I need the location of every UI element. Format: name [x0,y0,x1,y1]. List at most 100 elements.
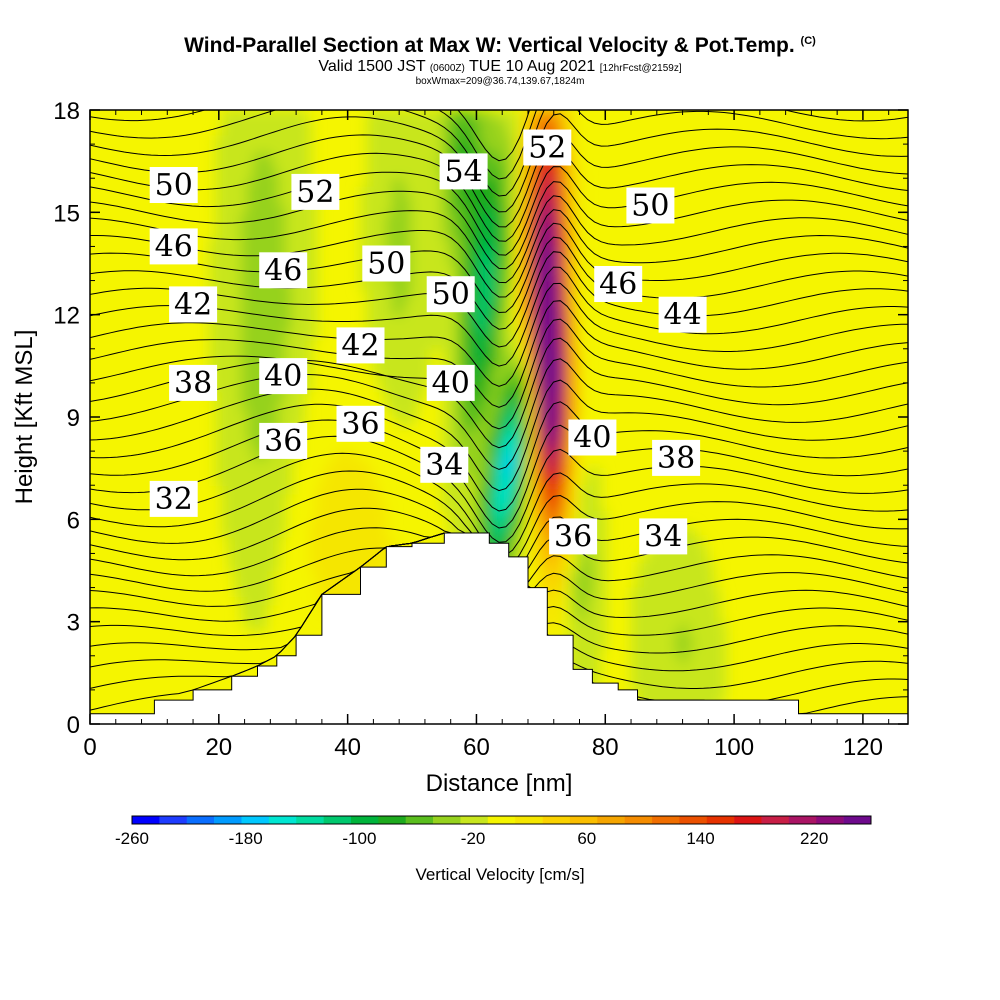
colorbar-swatch [323,816,352,824]
colorbar-frame [131,815,872,825]
contour-label: 50 [149,167,198,203]
colorbar-swatch [679,816,708,824]
colorbar-title: Vertical Velocity [cm/s] [415,865,584,884]
x-axis-label: Distance [nm] [426,770,573,797]
colorbar-tick-label: -180 [229,829,263,848]
colorbar-swatch [350,816,379,824]
colorbar-swatch [624,816,653,824]
x-tick-label: 60 [463,734,490,761]
colorbar-swatch [268,816,297,824]
contour-label: 54 [439,153,488,190]
contour-label: 50 [626,187,675,224]
x-tick-label: 80 [592,734,619,761]
contour-label-text: 40 [573,421,611,456]
theta-contour [90,337,908,449]
box-info: boxWmax=209@36.74,139.67,1824m [415,76,585,87]
contour-label: 40 [259,358,308,395]
colorbar-swatch [159,816,188,824]
colorbar-swatch [843,816,872,824]
theta-contour [90,266,908,367]
x-tick-label: 100 [714,734,754,761]
contour-label-text: 42 [341,328,379,363]
contour-label: 32 [149,480,198,517]
contour-label-text: 54 [445,154,483,189]
theta-contour [90,358,908,470]
colorbar-tick-label: -260 [115,829,149,848]
y-tick-label: 9 [67,405,80,432]
colorbar-swatch [132,816,160,824]
theta-contour [90,222,908,314]
colorbar-swatch [734,816,762,824]
theta-contour [90,300,908,408]
contour-label: 34 [420,446,469,483]
contour-label-text: 36 [264,424,302,459]
colorbar-swatch [214,816,242,824]
y-tick-label: 18 [53,98,80,125]
theta-contour [90,318,908,430]
contour-label: 36 [336,405,385,442]
chart-title: Wind-Parallel Section at Max W: Vertical… [0,34,1000,58]
contour-label-text: 42 [174,287,212,322]
colorbar-swatch [542,816,571,824]
contour-label: 46 [594,266,643,302]
colorbar-swatch [788,816,817,824]
chart-subtitle: Valid 1500 JST (0600Z) TUE 10 Aug 2021 [… [0,58,1000,76]
contour-label-text: 36 [341,407,379,442]
theta-contour [90,195,908,284]
x-tick-label: 40 [334,734,361,761]
colorbar-tick-label: -100 [342,829,376,848]
valid-time: Valid 1500 JST [318,58,426,75]
contour-label: 38 [169,364,218,401]
copyright-mark: (C) [800,35,816,47]
colorbar-swatch [460,816,489,824]
theta-contour [90,110,908,180]
valid-date: TUE 10 Aug 2021 [469,58,596,75]
colorbar-swatch [296,816,324,824]
y-tick-label: 12 [53,303,80,330]
y-axis-label: Height [Kft MSL] [11,330,38,505]
contour-labels: 50 46 42 38 32 52 46 50 42 40 36 36 54 50 40 34 52 50 46 44… [149,129,707,555]
theta-contour [90,132,908,228]
contour-label-text: 44 [664,298,702,333]
terrain [90,532,908,724]
colorbar-swatch [378,816,406,824]
theta-contour [90,379,908,492]
contour-label: 50 [362,245,411,282]
contour-label-text: 52 [528,131,566,166]
contour-label: 46 [149,228,198,265]
colorbar-swatch [706,816,735,824]
theta-contour [90,113,908,213]
colorbar-swatch [569,816,598,824]
theta-contour [90,149,908,242]
contour-label-text: 50 [432,277,470,312]
contour-label-text: 50 [155,168,193,203]
contour-label: 36 [259,422,308,459]
valid-utc: (0600Z) [429,63,465,74]
colorbar-swatch [186,816,215,824]
theta-contour [90,282,908,387]
contour-label: 40 [568,419,617,456]
x-tick-label: 120 [843,734,883,761]
contour-label-text: 38 [174,366,212,401]
theta-contour [90,166,908,256]
contour-label-text: 40 [432,366,470,401]
contour-label-text: 50 [367,247,405,282]
contour-label-text: 34 [644,519,682,554]
x-tick-label: 0 [83,734,96,761]
colorbar-swatch [405,816,434,824]
y-tick-label: 15 [53,200,80,227]
chart-title-main: Wind-Parallel Section at Max W: Vertical… [184,34,795,57]
theta-contour [457,110,531,162]
contour-label: 40 [426,364,475,401]
contour-label: 36 [549,518,598,555]
contour-label-text: 40 [264,359,302,394]
colorbar-swatch [515,816,543,824]
theta-contour [90,110,908,197]
contour-label-text: 46 [599,267,637,302]
contour-label-text: 34 [425,448,463,483]
forecast-info: [12hrFcst@2159z] [599,63,682,74]
colorbar-swatch [761,816,790,824]
colorbar: -260 -180 -100 -20 60 140 220 [115,815,872,848]
theta-contour [90,435,908,543]
